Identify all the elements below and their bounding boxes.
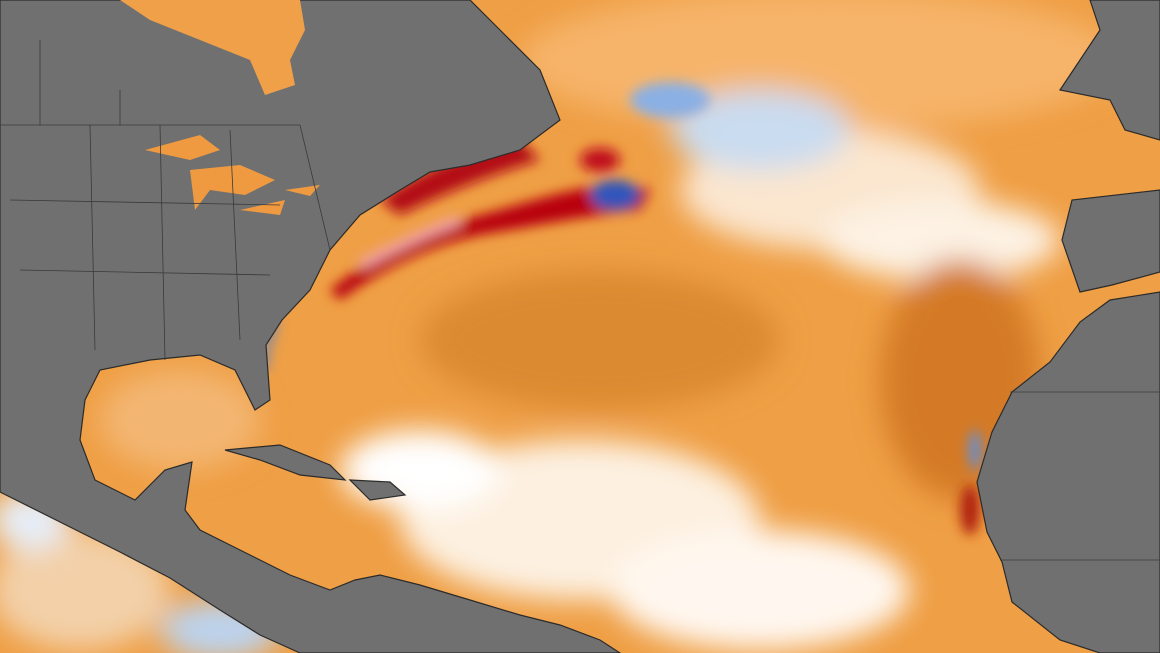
hudson-bay — [120, 0, 305, 95]
hispaniola — [348, 479, 407, 501]
iberia — [1061, 189, 1160, 293]
north-central-america — [0, 0, 622, 653]
state-borders — [0, 40, 1160, 561]
africa — [976, 291, 1160, 653]
cuba — [224, 444, 347, 481]
europe — [1059, 0, 1160, 141]
